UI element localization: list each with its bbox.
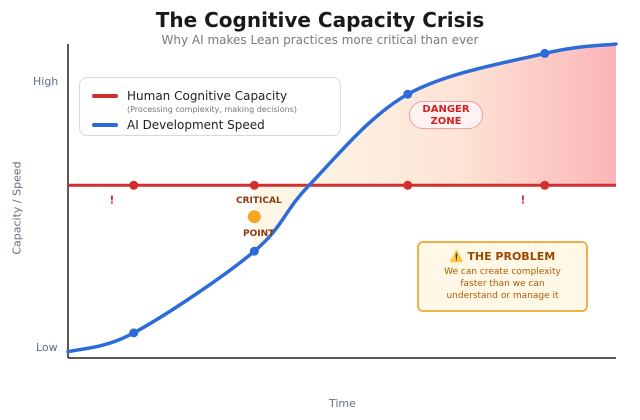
y-tick-label-low: Low — [36, 341, 58, 354]
problem-callout-text: We can create complexity faster than we … — [444, 267, 561, 301]
x-axis-label: Time — [329, 397, 356, 410]
danger-zone-label-line2: ZONE — [430, 116, 462, 127]
critical-point-label-top: CRITICAL — [236, 196, 282, 206]
chart-subtitle: Why AI makes Lean practices more critica… — [161, 33, 479, 47]
human-capacity-point-0 — [129, 180, 139, 190]
ai-speed-point-3 — [540, 48, 550, 58]
danger-zone-label-line1: DANGER — [422, 104, 470, 115]
problem-callout-title-text: THE PROBLEM — [467, 250, 556, 263]
warning-exclamation-1: ! — [520, 193, 525, 206]
human-capacity-point-3 — [540, 180, 550, 190]
ai-speed-point-1 — [249, 246, 259, 256]
human-capacity-point-1 — [249, 180, 259, 190]
critical-point-marker — [247, 210, 261, 224]
series-line-ai-speed — [66, 42, 618, 354]
legend: Human Cognitive Capacity (Processing com… — [79, 77, 341, 136]
legend-label-ai: AI Development Speed — [127, 118, 265, 132]
ai-speed-point-0 — [129, 328, 139, 338]
ai-speed-point-2 — [403, 89, 413, 99]
legend-note-human: (Processing complexity, making decisions… — [127, 105, 297, 114]
problem-callout-title: ⚠️ THE PROBLEM — [419, 250, 586, 263]
legend-label-human: Human Cognitive Capacity — [127, 89, 288, 103]
chart-title: The Cognitive Capacity Crisis — [155, 8, 485, 32]
human-capacity-point-2 — [403, 180, 413, 190]
warning-exclamation-0: ! — [109, 193, 114, 206]
problem-callout: ⚠️ THE PROBLEM We can create complexity … — [417, 241, 588, 312]
y-tick-label-high: High — [33, 75, 59, 88]
legend-swatch-ai — [92, 123, 118, 127]
critical-point-label-bottom: POINT — [243, 229, 275, 239]
legend-swatch-human — [92, 94, 118, 98]
danger-zone-badge: DANGER ZONE — [409, 101, 483, 129]
warning-icon: ⚠️ — [449, 250, 464, 263]
legend-item-ai: AI Development Speed — [92, 118, 265, 132]
legend-item-human: Human Cognitive Capacity — [92, 89, 287, 103]
y-axis-label: Capacity / Speed — [10, 161, 24, 255]
